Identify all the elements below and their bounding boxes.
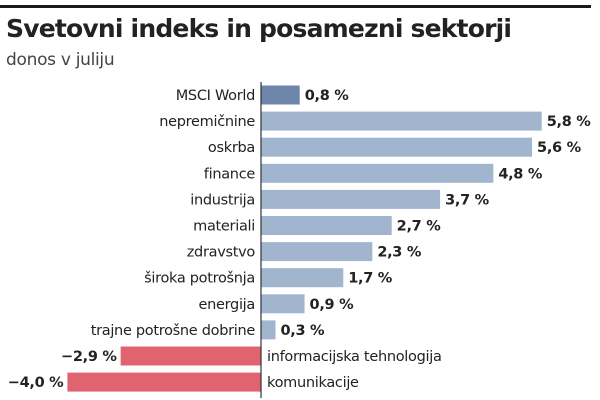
value-label: 2,3 % [377, 245, 422, 261]
value-label: 0,3 % [281, 323, 326, 339]
bar-11 [67, 372, 262, 392]
value-label: −2,9 % [61, 349, 117, 365]
category-label: trajne potrošne dobrine [91, 323, 256, 339]
category-label: materiali [193, 219, 255, 235]
bar-5 [261, 216, 392, 235]
category-label: informacijska tehnologija [267, 349, 442, 365]
bar-1 [261, 111, 542, 131]
category-label: zdravstvo [187, 245, 256, 261]
bar-4 [261, 189, 441, 209]
category-label: MSCI World [176, 88, 255, 104]
category-label: komunikacije [267, 375, 359, 391]
value-label: 0,9 % [310, 297, 355, 313]
value-label: 2,7 % [397, 219, 442, 235]
bar-2 [261, 137, 533, 157]
category-label: finance [204, 166, 256, 182]
value-label: 0,8 % [305, 88, 350, 104]
value-label: 3,7 % [445, 192, 490, 208]
value-label: 1,7 % [348, 271, 393, 287]
bar-3 [261, 163, 494, 183]
value-label: 5,8 % [547, 114, 592, 130]
category-label: oskrba [208, 140, 255, 156]
bar-0 [261, 85, 300, 105]
value-label: 5,6 % [537, 140, 582, 156]
value-label: −4,0 % [8, 375, 64, 391]
category-label: široka potrošnja [144, 271, 255, 287]
category-label: energija [199, 297, 256, 313]
chart-title: Svetovni indeks in posamezni sektorji [6, 14, 512, 43]
chart-subtitle: donos v juliju [6, 50, 115, 70]
value-label: 4,8 % [498, 166, 543, 182]
bar-8 [261, 294, 305, 314]
bar-6 [261, 242, 373, 262]
category-label: nepremičnine [159, 114, 255, 130]
bar-7 [261, 268, 344, 288]
top-rule [0, 5, 591, 8]
bar-10 [120, 346, 261, 366]
category-label: industrija [190, 192, 255, 208]
bar-9 [261, 320, 276, 340]
